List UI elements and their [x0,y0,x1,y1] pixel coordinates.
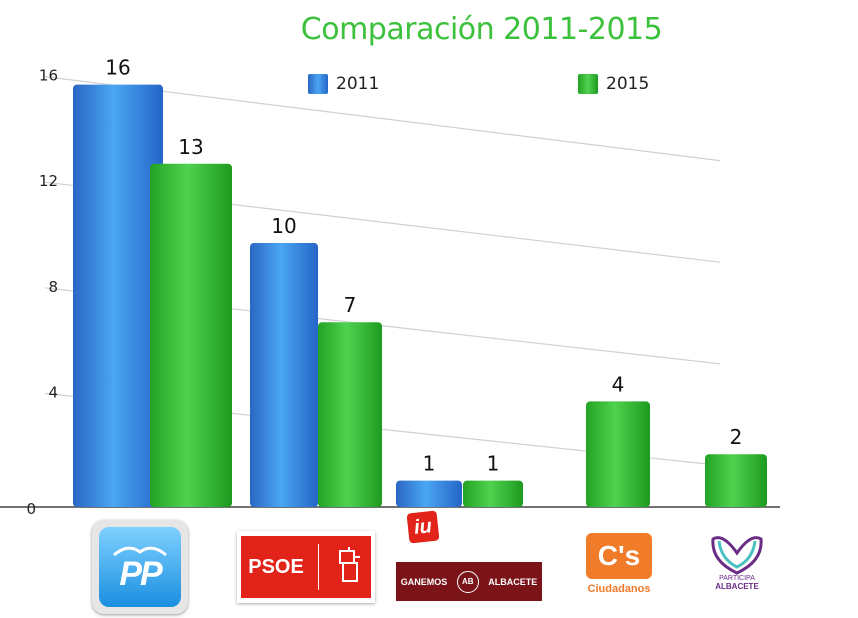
participa-logo: PARTICIPA ALBACETE [702,531,772,605]
pp-logo-badge: PP [99,527,181,607]
bar-2011-2 [396,480,462,507]
ganemos-city-text: ALBACETE [488,576,538,587]
bar-value-label: 4 [612,372,625,396]
iu-logo: iu [406,510,440,544]
psoe-divider [318,544,320,590]
legend-swatch-2011 [308,74,328,94]
pp-logo-text: PP [119,555,162,593]
legend-label-2011: 2011 [336,74,380,94]
y-tick-label: 8 [48,278,58,296]
ganemos-ab-badge: AB [456,570,479,593]
bar-value-label: 10 [271,214,296,238]
participa-line2: ALBACETE [715,582,759,591]
gull-icon [113,546,167,557]
bar-2015-2 [463,480,523,507]
bar-value-label: 2 [730,425,743,449]
participa-heart-icon [711,536,763,575]
y-tick-label: 12 [39,172,58,190]
bar-2011-1 [250,243,318,507]
bar-value-label: 13 [178,135,203,159]
cs-logo-text: C's [597,540,641,571]
y-tick-label: 0 [26,500,36,518]
participa-line1: PARTICIPA [719,575,755,582]
cs-logo: C's Ciudadanos [584,533,654,605]
bar-2015-3 [586,401,650,507]
chart-title: Comparación 2011-2015 [300,12,663,47]
legend-item-2011: 2011 [308,74,379,94]
psoe-logo-box: PSOE [241,536,371,598]
cs-logo-badge: C's [586,533,652,579]
bar-value-label: 7 [344,293,357,317]
bar-2015-4 [705,454,767,507]
psoe-logo-text: PSOE [248,555,304,578]
y-tick-label: 4 [48,383,58,401]
y-tick-label: 16 [39,67,58,85]
legend-label-2015: 2015 [606,74,650,94]
bar-value-label: 1 [487,452,500,476]
bar-2011-0 [73,84,163,507]
ganemos-logo: GANEMOS AB ALBACETE [396,562,542,601]
rose-fist-icon [338,547,360,582]
pp-logo: PP [92,520,188,614]
bar-2015-0 [150,163,232,508]
bar-value-label: 16 [105,56,130,80]
legend-swatch-2015 [578,74,598,94]
legend-item-2015: 2015 [578,74,649,94]
cs-logo-subtext: Ciudadanos [587,583,651,595]
bars: 16 10 1 13 7 1 4 2 [73,56,767,508]
iu-logo-text: iu [413,515,433,539]
ganemos-logo-text: GANEMOS [400,576,448,587]
bar-value-label: 1 [423,452,436,476]
psoe-logo: PSOE [237,531,375,603]
bar-2015-1 [318,322,382,507]
